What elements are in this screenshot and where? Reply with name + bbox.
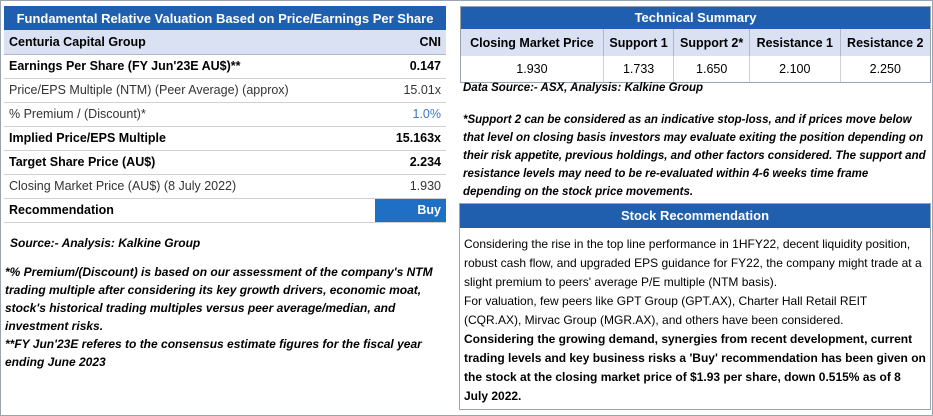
recommendation-label: Recommendation (4, 198, 376, 222)
row-value: 1.0% (412, 107, 442, 121)
row-value: 1.930 (409, 179, 441, 193)
row-label: Implied Price/EPS Multiple (9, 131, 166, 145)
value-resistance-2: 2.250 (869, 62, 901, 76)
recommendation-row: Recommendation Buy (4, 198, 446, 222)
recommendation-value: Buy (375, 198, 446, 222)
header-support-1: Support 1 (603, 29, 675, 56)
recommendation-conclusion: Considering the growing demand, synergie… (464, 332, 926, 403)
value-support-2: 1.650 (673, 56, 751, 82)
value-resistance-1: 2.100 (749, 56, 841, 82)
recommendation-paragraph: Considering the rise in the top line per… (464, 237, 922, 289)
header-support-2: Support 2* (673, 29, 751, 56)
header-closing-price: Closing Market Price (461, 29, 604, 56)
row-label: Price/EPS Multiple (NTM) (Peer Average) … (9, 83, 289, 97)
company-ticker: CNI (419, 34, 441, 49)
row-value: 15.163x (395, 131, 441, 145)
company-row: Centuria Capital Group CNI (4, 30, 446, 54)
row-label: Earnings Per Share (FY Jun'23E AU$)** (9, 59, 241, 73)
table-row: Implied Price/EPS Multiple 15.163x (4, 126, 446, 150)
table-row: Price/EPS Multiple (NTM) (Peer Average) … (4, 78, 446, 102)
table-row: Earnings Per Share (FY Jun'23E AU$)** 0.… (4, 54, 446, 78)
technical-title: Technical Summary (461, 7, 930, 29)
valuation-table: Fundamental Relative Valuation Based on … (4, 6, 446, 223)
recommendation-paragraph: For valuation, few peers like GPT Group … (464, 294, 868, 327)
table-row: Closing Market Price (AU$) (8 July 2022)… (4, 174, 446, 198)
technical-source: Data Source:- ASX, Analysis: Kalkine Gro… (463, 82, 704, 94)
valuation-notes: *% Premium/(Discount) is based on our as… (5, 263, 445, 371)
row-label: Closing Market Price (AU$) (8 July 2022) (9, 179, 237, 193)
premium-note: *% Premium/(Discount) is based on our as… (5, 265, 433, 333)
fy-note: **FY Jun'23E referes to the consensus es… (5, 337, 422, 369)
stock-recommendation-title: Stock Recommendation (460, 204, 930, 228)
row-label: % Premium / (Discount)* (9, 107, 146, 121)
valuation-source: Source:- Analysis: Kalkine Group (10, 236, 201, 250)
company-name: Centuria Capital Group (9, 34, 146, 49)
row-value: 15.01x (403, 83, 441, 97)
header-resistance-2: Resistance 2 (840, 29, 930, 56)
table-row: % Premium / (Discount)* 1.0% (4, 102, 446, 126)
technical-summary: Technical Summary Closing Market Price S… (460, 6, 931, 83)
technical-table: Closing Market Price Support 1 Support 2… (461, 29, 930, 82)
row-value: 0.147 (409, 59, 441, 73)
row-label: Target Share Price (AU$) (9, 155, 156, 169)
valuation-title: Fundamental Relative Valuation Based on … (4, 6, 446, 30)
header-resistance-1: Resistance 1 (749, 29, 841, 56)
row-value: 2.234 (409, 155, 441, 169)
table-row: Target Share Price (AU$) 2.234 (4, 150, 446, 174)
value-support-1: 1.733 (603, 56, 675, 82)
value-closing-price: 1.930 (461, 56, 604, 82)
stock-recommendation-body: Considering the rise in the top line per… (460, 228, 930, 406)
support-note: *Support 2 can be considered as an indic… (463, 114, 926, 198)
stock-recommendation: Stock Recommendation Considering the ris… (459, 203, 931, 410)
